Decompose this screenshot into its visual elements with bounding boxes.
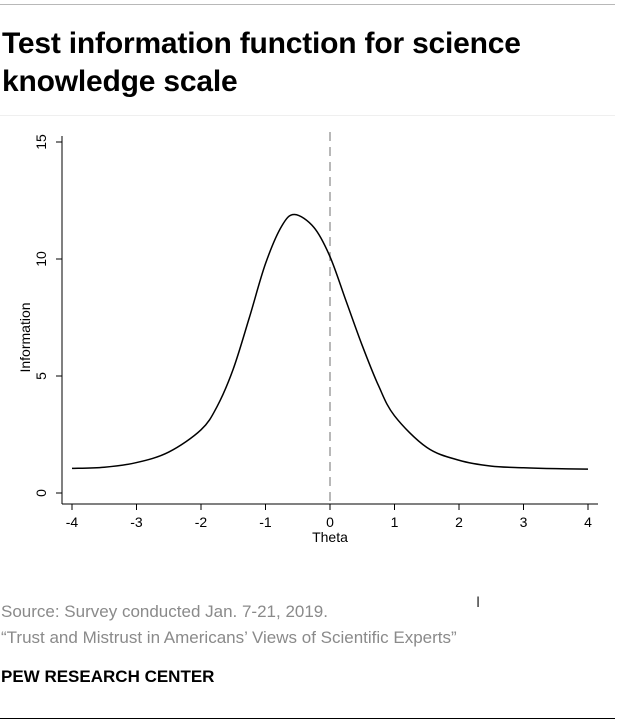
bottom-rule: [0, 718, 615, 719]
y-tick-label: 10: [33, 251, 49, 267]
y-tick-label: 5: [33, 372, 49, 380]
organization-name: PEW RESEARCH CENTER: [1, 667, 215, 686]
x-tick-label: -3: [130, 514, 143, 530]
x-tick-label: 3: [520, 514, 528, 530]
top-rule: [0, 4, 615, 5]
chart-axes: -4 -3 -2 -1 0 1 2 3 4 0 5 10 15: [33, 134, 598, 530]
x-tick-label: 0: [326, 514, 334, 530]
y-tick-label: 0: [33, 489, 49, 497]
x-tick-label: 1: [391, 514, 399, 530]
chart: -4 -3 -2 -1 0 1 2 3 4 0 5 10 15 Theta Information: [17, 132, 598, 545]
x-tick-label: 2: [455, 514, 463, 530]
x-tick-label: 4: [584, 514, 592, 530]
x-tick-label: -1: [259, 514, 272, 530]
x-tick-label: -4: [66, 514, 79, 530]
information-curve: [71, 213, 589, 470]
chart-title: Test information function for science kn…: [2, 27, 521, 98]
x-axis-label: Theta: [312, 529, 348, 545]
y-tick-label: 15: [33, 134, 49, 150]
title-divider: [0, 115, 615, 116]
source-note: Source: Survey conducted Jan. 7-21, 2019…: [1, 602, 328, 621]
report-title: “Trust and Mistrust in Americans’ Views …: [1, 628, 457, 647]
x-tick-label: -2: [195, 514, 208, 530]
y-axis-label: Information: [17, 302, 33, 372]
text-cursor-icon: I: [476, 595, 481, 611]
series-group: [71, 213, 589, 470]
